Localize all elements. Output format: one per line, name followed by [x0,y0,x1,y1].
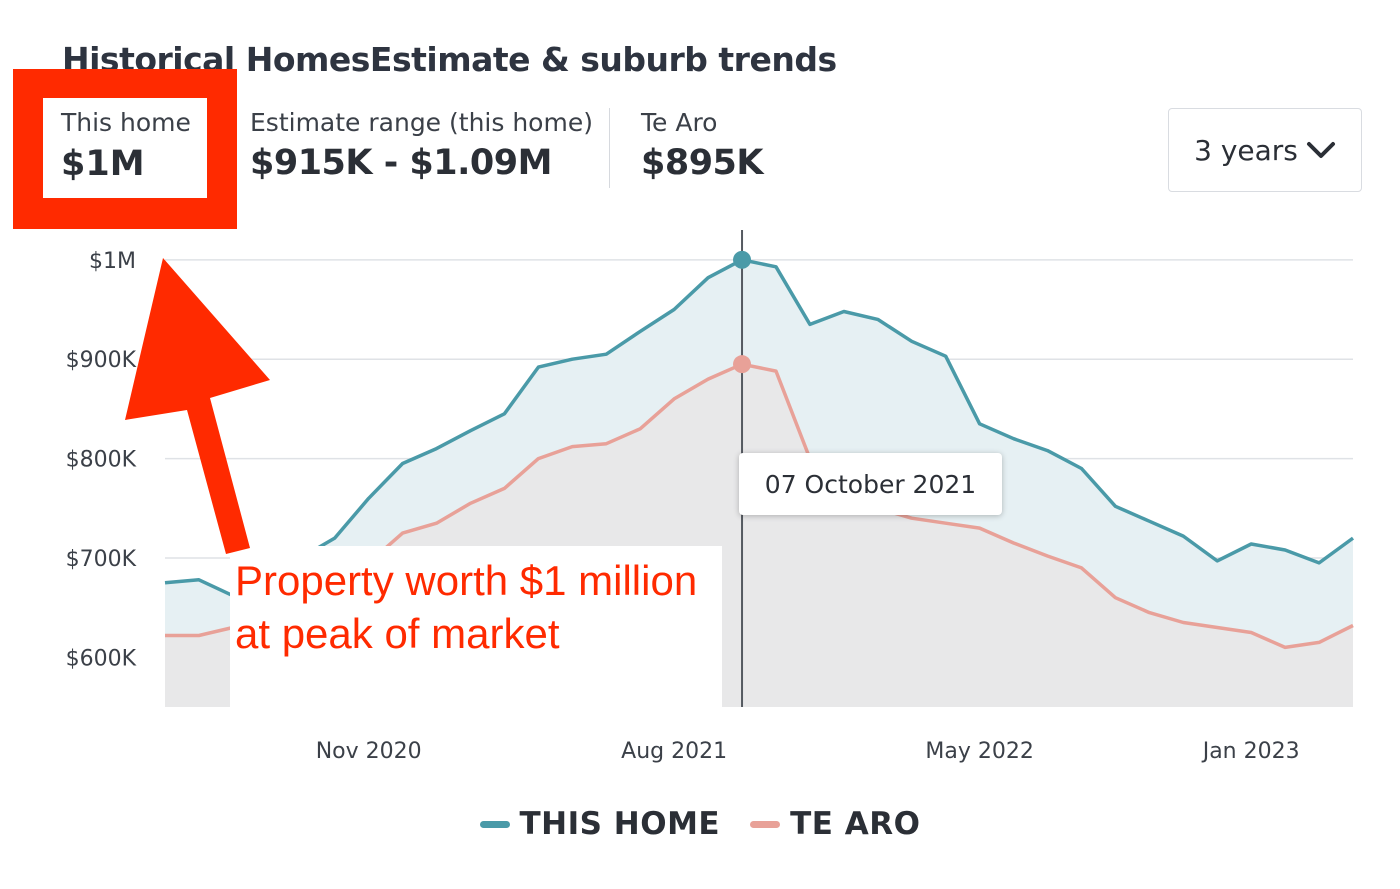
y-tick-label: $1M [89,249,136,274]
y-tick-label: $900K [66,348,137,373]
annotation-callout: Property worth $1 million at peak of mar… [230,546,722,710]
stat-divider [609,108,610,188]
period-dropdown[interactable]: 3 years [1168,108,1362,192]
hover-dot-te-aro [733,355,752,374]
period-dropdown-label: 3 years [1194,133,1298,167]
x-axis: Nov 2020 Aug 2021 May 2022 Jan 2023 [316,739,1300,764]
suburb-value: $895K [641,143,764,183]
this-home-stat: This home $1M [43,98,207,198]
suburb-stat: Te Aro $895K [641,108,764,183]
y-axis: $1M $900K $800K $700K $600K [66,249,137,672]
chart-legend: THIS HOME TE ARO [0,806,1400,842]
x-tick-label: Nov 2020 [316,739,422,764]
annotation-text: Property worth $1 million at peak of mar… [235,557,698,657]
x-tick-label: May 2022 [925,739,1033,764]
legend-label-this-home: THIS HOME [519,806,721,842]
this-home-value: $1M [61,144,145,184]
legend-swatch-this-home [479,820,510,828]
chevron-down-icon [1306,142,1335,158]
estimate-range-stat: Estimate range (this home) $915K - $1.09… [250,108,593,183]
legend-label-te-aro: TE ARO [790,806,921,842]
x-tick-label: Aug 2021 [621,739,727,764]
hover-dots [733,250,752,374]
estimate-range-value: $915K - $1.09M [250,143,552,183]
date-tooltip: 07 October 2021 [739,453,1002,515]
y-tick-label: $800K [66,448,137,473]
x-tick-label: Jan 2023 [1201,739,1300,764]
series-line-0 [164,258,1355,598]
legend-item-this-home[interactable]: THIS HOME [479,806,721,842]
y-tick-label: $600K [66,646,137,671]
this-home-label: This home [61,108,191,137]
suburb-label: Te Aro [641,108,718,137]
legend-swatch-te-aro [750,820,781,828]
hover-dot-this-home [733,250,752,269]
estimate-range-label: Estimate range (this home) [250,108,593,137]
y-tick-label: $700K [66,547,137,572]
legend-item-te-aro[interactable]: TE ARO [750,806,920,842]
